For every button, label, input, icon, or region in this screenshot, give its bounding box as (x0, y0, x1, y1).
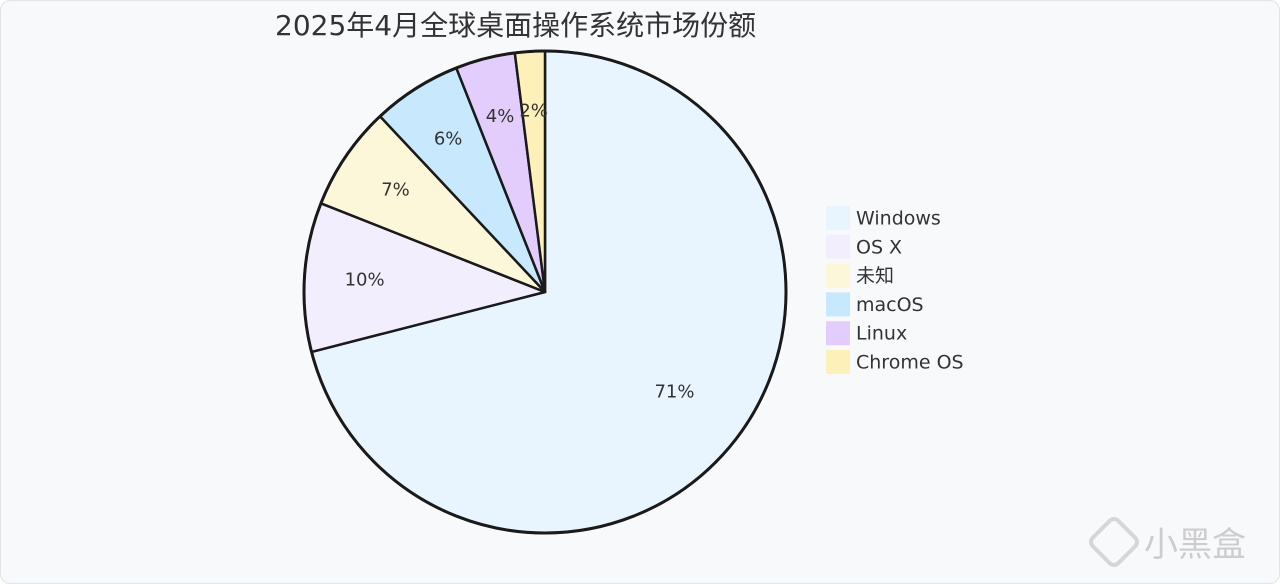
legend-label[interactable]: Chrome OS (856, 352, 964, 374)
legend-label[interactable]: Linux (856, 323, 907, 345)
legend-swatch (826, 350, 850, 374)
watermark: 小黑盒 (1085, 513, 1246, 570)
slice-label: 2% (519, 101, 548, 122)
slice-label: 6% (434, 128, 463, 149)
slice-label: 7% (381, 179, 410, 200)
slice-label: 71% (654, 381, 694, 402)
heybox-logo-icon (1085, 513, 1143, 570)
slice-label: 10% (345, 270, 385, 291)
legend: Windows OS X 未知 macOS Linux Chrome OS (826, 206, 964, 374)
pie-outline (302, 49, 788, 535)
legend-label[interactable]: OS X (856, 236, 902, 258)
legend-swatch (826, 292, 850, 317)
watermark-text: 小黑盒 (1144, 525, 1246, 565)
chart-title: 2025年4月全球桌面操作系统市场份额 (275, 9, 757, 42)
pie-slices (302, 49, 788, 535)
legend-label[interactable]: macOS (856, 294, 924, 316)
legend-swatch (826, 206, 850, 230)
legend-swatch (826, 234, 850, 259)
pie-slice-labels: 71% 10% 7% 6% 4% 2% (345, 101, 695, 403)
legend-swatch (826, 321, 850, 346)
slice-label: 4% (486, 106, 515, 127)
legend-label[interactable]: Windows (856, 208, 941, 230)
legend-swatch (826, 263, 850, 288)
legend-label[interactable]: 未知 (856, 265, 894, 287)
